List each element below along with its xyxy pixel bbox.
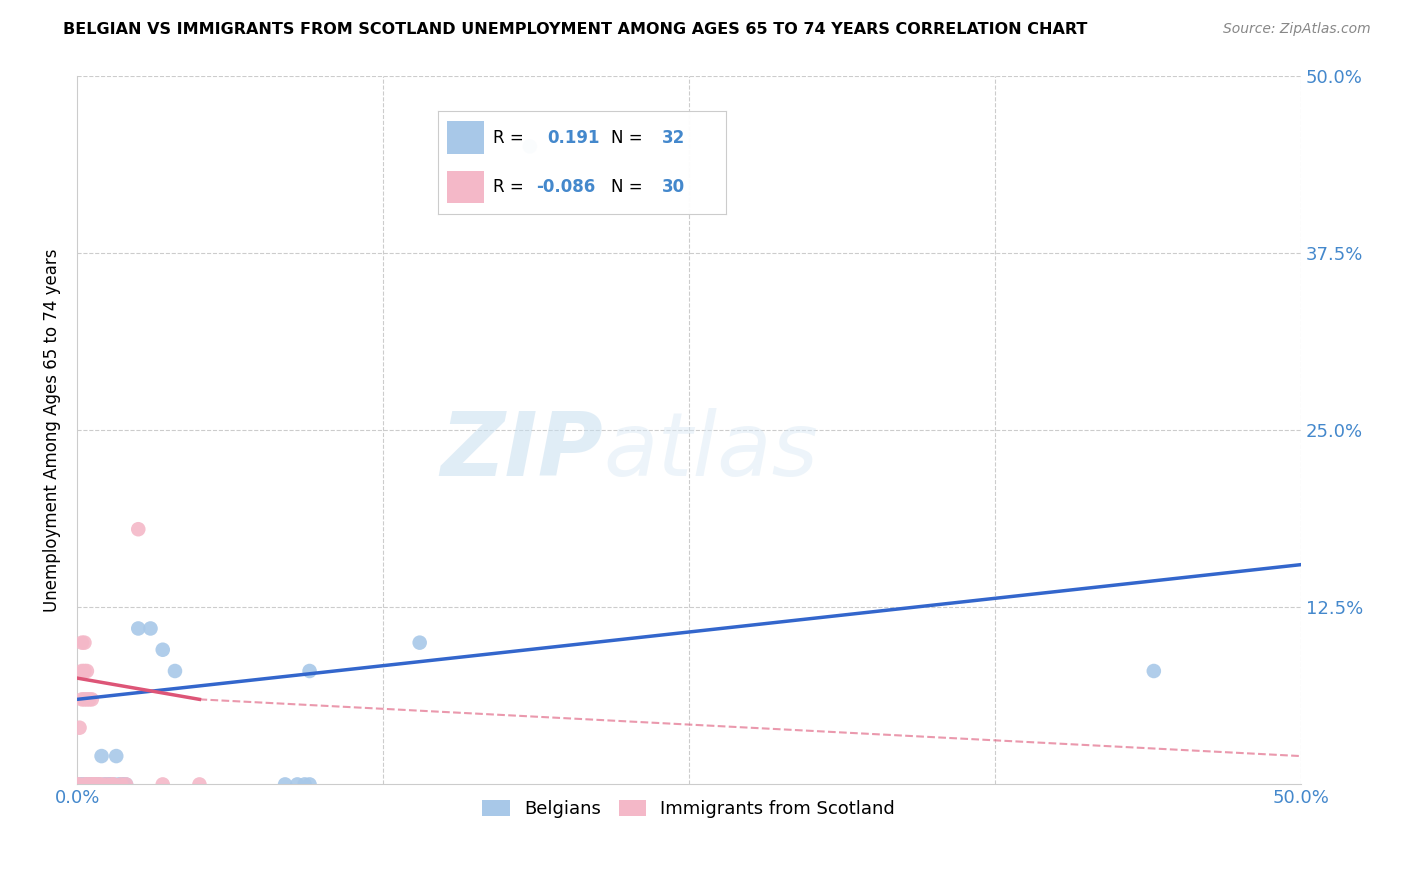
- Point: [76, 777, 98, 791]
- Point: [298, 664, 321, 678]
- Point: [79, 777, 101, 791]
- Point: [73, 635, 96, 649]
- Point: [76, 664, 98, 678]
- Point: [83, 777, 105, 791]
- Point: [298, 777, 321, 791]
- Point: [70, 664, 93, 678]
- Point: [87, 777, 110, 791]
- Point: [83, 777, 105, 791]
- Point: [83, 777, 105, 791]
- Text: Source: ZipAtlas.com: Source: ZipAtlas.com: [1223, 22, 1371, 37]
- Point: [163, 664, 186, 678]
- Text: atlas: atlas: [603, 409, 818, 494]
- Point: [86, 777, 108, 791]
- Text: ZIP: ZIP: [440, 408, 603, 495]
- Point: [519, 139, 541, 153]
- Point: [127, 622, 149, 636]
- Point: [188, 777, 211, 791]
- Point: [69, 777, 91, 791]
- Point: [70, 777, 93, 791]
- Point: [69, 721, 91, 735]
- Point: [90, 777, 112, 791]
- Point: [80, 692, 103, 706]
- Point: [115, 777, 138, 791]
- Point: [73, 777, 96, 791]
- Point: [87, 777, 110, 791]
- Point: [79, 692, 101, 706]
- Point: [105, 749, 128, 764]
- Point: [76, 777, 98, 791]
- Point: [90, 749, 112, 764]
- Point: [274, 777, 297, 791]
- Point: [69, 777, 91, 791]
- Point: [86, 777, 108, 791]
- Point: [80, 777, 103, 791]
- Point: [107, 777, 129, 791]
- Point: [93, 777, 115, 791]
- Legend: Belgians, Immigrants from Scotland: Belgians, Immigrants from Scotland: [475, 792, 903, 825]
- Point: [112, 777, 135, 791]
- Point: [285, 777, 308, 791]
- Point: [66, 777, 89, 791]
- Point: [103, 777, 125, 791]
- Y-axis label: Unemployment Among Ages 65 to 74 years: Unemployment Among Ages 65 to 74 years: [44, 248, 60, 612]
- Point: [408, 635, 430, 649]
- Point: [96, 777, 118, 791]
- Point: [127, 522, 149, 536]
- Point: [152, 642, 174, 657]
- Point: [294, 777, 316, 791]
- Point: [76, 692, 98, 706]
- Point: [115, 777, 138, 791]
- Point: [103, 777, 125, 791]
- Point: [139, 622, 162, 636]
- Point: [80, 777, 103, 791]
- Point: [70, 635, 93, 649]
- Point: [73, 664, 96, 678]
- Point: [152, 777, 174, 791]
- Point: [73, 692, 96, 706]
- Point: [110, 777, 132, 791]
- Point: [100, 777, 122, 791]
- Point: [79, 777, 101, 791]
- Point: [97, 777, 120, 791]
- Point: [1143, 664, 1166, 678]
- Point: [110, 777, 132, 791]
- Text: BELGIAN VS IMMIGRANTS FROM SCOTLAND UNEMPLOYMENT AMONG AGES 65 TO 74 YEARS CORRE: BELGIAN VS IMMIGRANTS FROM SCOTLAND UNEM…: [63, 22, 1088, 37]
- Point: [70, 692, 93, 706]
- Point: [73, 777, 96, 791]
- Point: [100, 777, 122, 791]
- Point: [96, 777, 118, 791]
